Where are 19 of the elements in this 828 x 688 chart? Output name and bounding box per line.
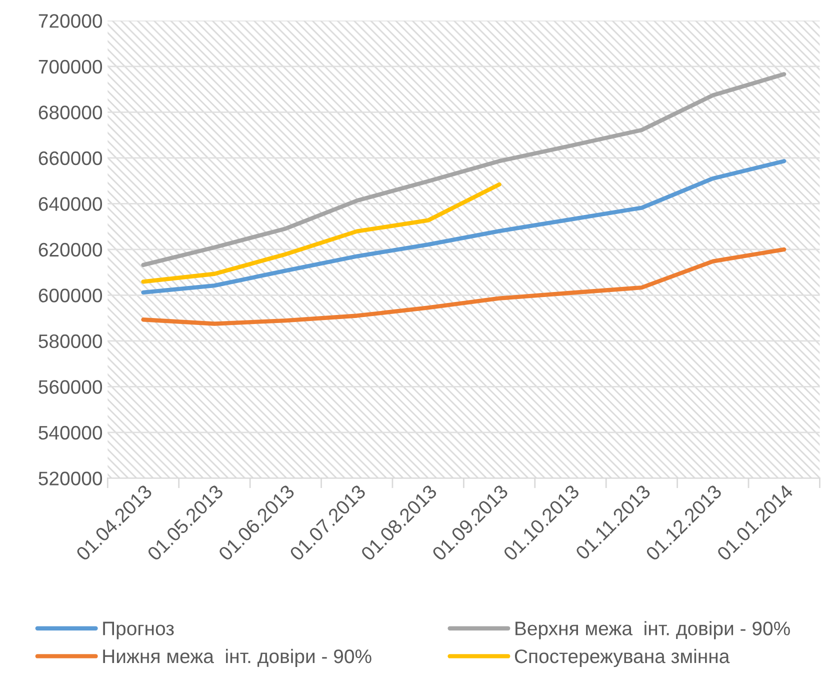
y-tick-label: 580000 — [38, 334, 102, 348]
line-series — [141, 159, 786, 294]
y-tick-label: 660000 — [38, 151, 102, 166]
y-tick-label: 560000 — [38, 380, 102, 394]
legend-label: Нижня межа інт. довіри - 90% — [103, 648, 372, 668]
line-series — [141, 72, 786, 268]
y-tick-label: 620000 — [38, 242, 102, 257]
y-tick-label: 700000 — [38, 60, 102, 74]
line-series — [141, 247, 786, 326]
legend-label: Прогноз — [103, 622, 174, 640]
legend-label: Спостережувана змінна — [514, 648, 730, 668]
line-series — [141, 182, 502, 284]
y-tick-label: 600000 — [38, 288, 102, 302]
legend-label: Верхня межа інт. довіри - 90% — [516, 621, 790, 640]
y-tick-label: 720000 — [38, 14, 102, 28]
y-tick-label: 640000 — [38, 197, 102, 211]
y-tick-label: 520000 — [38, 472, 102, 486]
y-tick-label: 540000 — [38, 426, 102, 440]
y-tick-label: 680000 — [38, 106, 102, 120]
